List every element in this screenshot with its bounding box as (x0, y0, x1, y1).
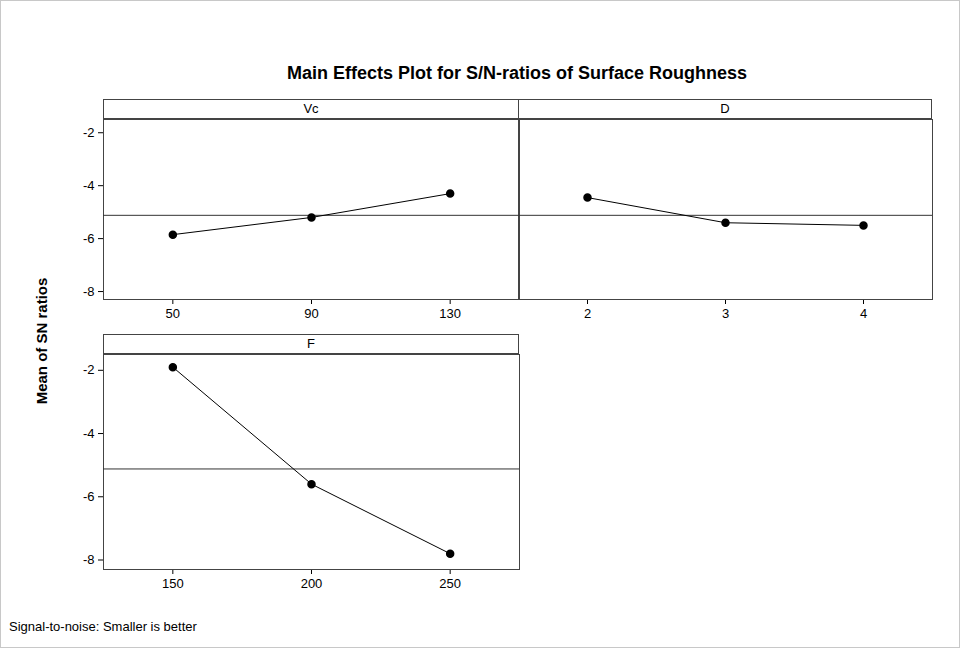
svg-text:-6: -6 (83, 489, 95, 504)
html-text:Vc: Vc (303, 101, 319, 116)
html-text:F: F (307, 336, 315, 351)
svg-text:2: 2 (584, 306, 591, 321)
svg-text:50: 50 (166, 306, 180, 321)
svg-text:4: 4 (860, 306, 867, 321)
svg-text:150: 150 (162, 576, 184, 591)
svg-text:-4: -4 (83, 426, 95, 441)
html-text:Signal-to-noise: Smaller is be: Signal-to-noise: Smaller is better (9, 619, 197, 634)
html-text:Mean of SN ratios: Mean of SN ratios (32, 277, 50, 405)
svg-text:-8: -8 (83, 552, 95, 567)
svg-text:130: 130 (439, 306, 461, 321)
svg-text:-4: -4 (83, 178, 95, 193)
svg-text:250: 250 (439, 576, 461, 591)
svg-text:-6: -6 (83, 231, 95, 246)
svg-text:3: 3 (722, 306, 729, 321)
svg-text:-2: -2 (83, 362, 95, 377)
html-text:Main Effects Plot for S/N-rati: Main Effects Plot for S/N-ratios of Surf… (287, 63, 747, 83)
svg-text:-2: -2 (83, 125, 95, 140)
svg-text:90: 90 (304, 306, 318, 321)
html-text:D: D (720, 101, 730, 116)
svg-text:200: 200 (301, 576, 323, 591)
svg-text:-8: -8 (83, 284, 95, 299)
